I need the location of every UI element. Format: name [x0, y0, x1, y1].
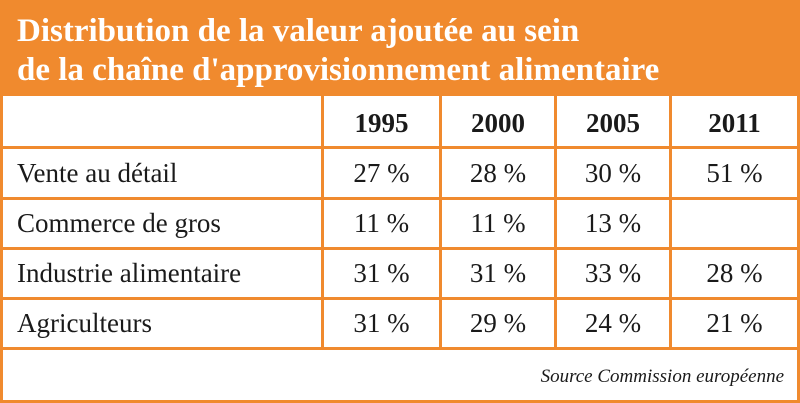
table-cell: 31 % — [469, 258, 527, 288]
table-cell: 28 % — [469, 158, 527, 188]
column-divider — [554, 96, 557, 347]
column-header-1995: 1995 — [354, 108, 409, 138]
row-divider — [3, 297, 797, 300]
table-cell: 24 % — [584, 308, 642, 338]
column-divider — [321, 96, 324, 347]
table-cell: 21 % — [706, 308, 763, 338]
row-label: Industrie alimentaire — [17, 258, 242, 288]
table-cell: 27 % — [353, 158, 410, 188]
table-cell: 29 % — [469, 308, 527, 338]
title-line-1: Distribution de la valeur ajoutée au sei… — [17, 13, 580, 49]
table-cell: 30 % — [584, 158, 642, 188]
column-divider — [439, 96, 442, 347]
table-cell: 31 % — [353, 308, 410, 338]
row-divider — [3, 347, 797, 350]
row-label: Agriculteurs — [17, 308, 152, 338]
title-bar: Distribution de la valeur ajoutée au sei… — [3, 3, 797, 96]
column-header-2011: 2011 — [708, 108, 761, 138]
table-cell: 11 % — [353, 208, 410, 238]
row-divider — [3, 146, 797, 149]
column-divider — [669, 96, 672, 347]
column-header-2005: 2005 — [586, 108, 640, 138]
row-label: Commerce de gros — [17, 208, 221, 238]
row-divider — [3, 247, 797, 250]
table-cell: 51 % — [706, 158, 763, 188]
table-cell: 11 % — [470, 208, 526, 238]
table-cell: 33 % — [584, 258, 642, 288]
table-cell: 28 % — [706, 258, 763, 288]
title-line-2: de la chaîne d'approvisionnement aliment… — [17, 52, 660, 88]
row-divider — [3, 197, 797, 200]
column-header-2000: 2000 — [471, 108, 525, 138]
row-label: Vente au détail — [17, 158, 178, 188]
table-cell: 13 % — [584, 208, 642, 238]
source-note: Source Commission européenne — [540, 366, 784, 387]
table-cell: 31 % — [353, 258, 410, 288]
